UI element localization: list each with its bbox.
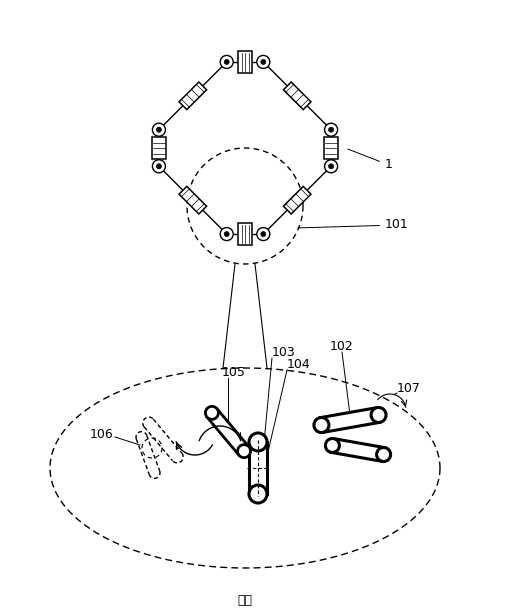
- Circle shape: [329, 127, 333, 132]
- Circle shape: [249, 485, 267, 503]
- Circle shape: [249, 433, 267, 451]
- Circle shape: [324, 160, 337, 173]
- Polygon shape: [320, 408, 380, 432]
- Circle shape: [326, 438, 340, 453]
- Polygon shape: [238, 223, 252, 245]
- Circle shape: [371, 408, 386, 422]
- Circle shape: [220, 228, 233, 241]
- Polygon shape: [331, 438, 385, 461]
- Circle shape: [314, 418, 329, 432]
- Circle shape: [257, 55, 270, 68]
- Text: 1: 1: [348, 149, 393, 171]
- Circle shape: [261, 231, 266, 236]
- Circle shape: [152, 123, 165, 136]
- Circle shape: [261, 60, 266, 64]
- Text: 106: 106: [90, 429, 114, 441]
- Text: 104: 104: [287, 359, 311, 371]
- Circle shape: [257, 228, 270, 241]
- Circle shape: [376, 448, 391, 462]
- Circle shape: [205, 406, 218, 419]
- Polygon shape: [324, 137, 338, 159]
- Circle shape: [224, 60, 229, 64]
- Polygon shape: [283, 187, 311, 214]
- Circle shape: [324, 123, 337, 136]
- Circle shape: [329, 164, 333, 169]
- Circle shape: [157, 164, 161, 169]
- Circle shape: [224, 231, 229, 236]
- Polygon shape: [249, 442, 267, 494]
- Circle shape: [157, 127, 161, 132]
- Circle shape: [220, 55, 233, 68]
- Polygon shape: [179, 187, 206, 214]
- Text: 図１: 図１: [238, 594, 253, 607]
- Text: 105: 105: [222, 367, 246, 379]
- Text: 103: 103: [272, 346, 296, 360]
- Polygon shape: [179, 82, 206, 110]
- Text: 107: 107: [397, 381, 421, 395]
- Text: 102: 102: [330, 341, 354, 354]
- Polygon shape: [238, 51, 252, 73]
- Circle shape: [238, 445, 251, 457]
- Polygon shape: [283, 82, 311, 110]
- Polygon shape: [152, 137, 166, 159]
- Text: 101: 101: [298, 219, 409, 231]
- Circle shape: [152, 160, 165, 173]
- Polygon shape: [207, 409, 249, 456]
